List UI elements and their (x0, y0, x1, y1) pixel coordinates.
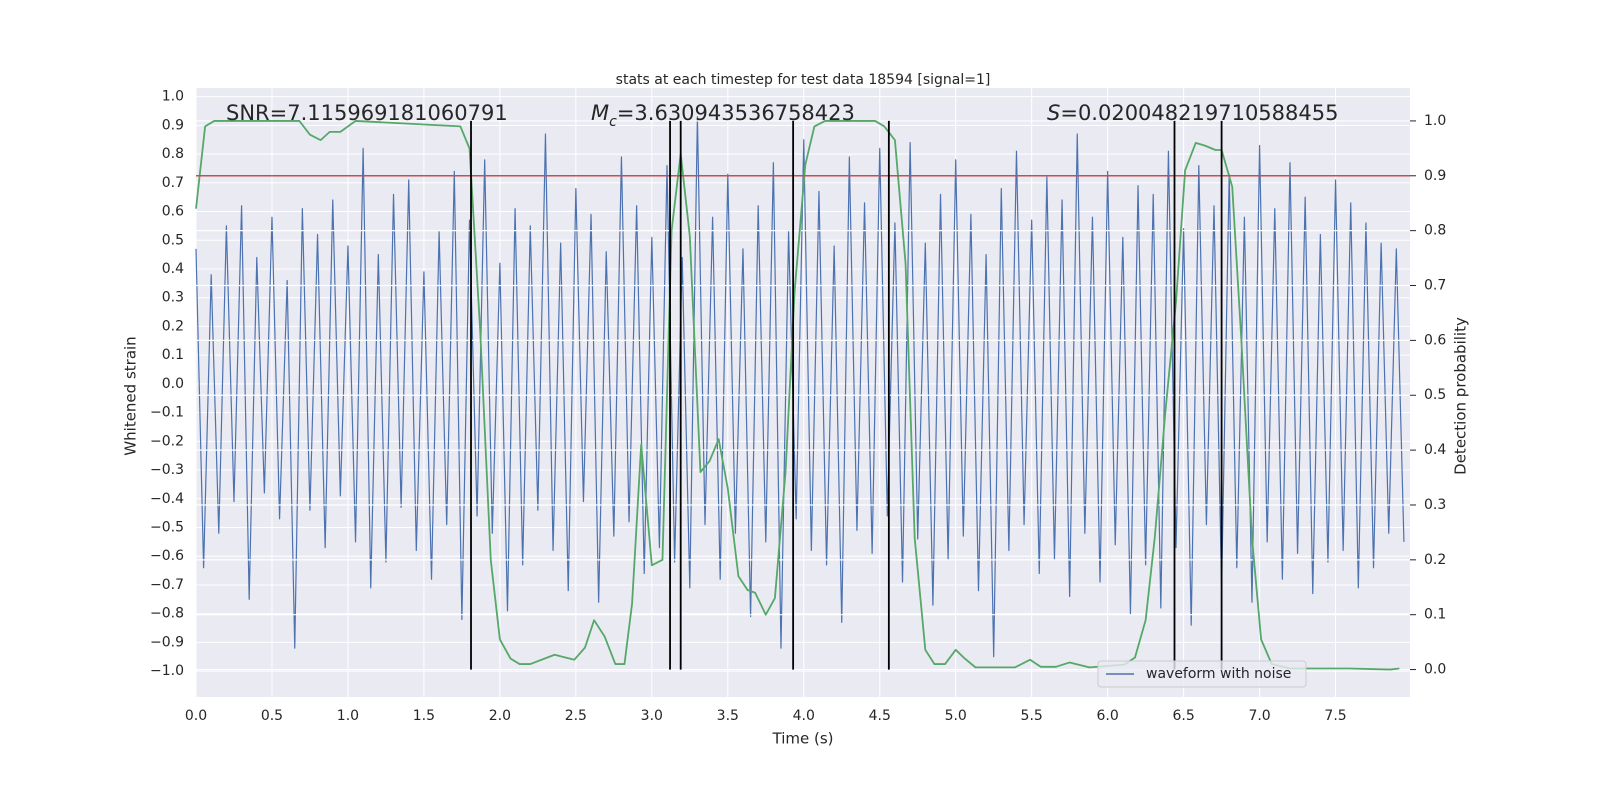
x-tick-label: 1.5 (413, 708, 435, 724)
waveform-layer (195, 116, 1405, 658)
y2-tick-label: 0.7 (1424, 278, 1446, 294)
x-tick-label: 7.0 (1248, 708, 1270, 724)
annotation: Mc=3.630943536758423 (591, 101, 855, 130)
y-tick-label: −0.3 (150, 462, 184, 478)
annotation-symbol: M (591, 101, 609, 125)
y2-tick-label: 0.6 (1424, 332, 1446, 348)
x-tick-label: 2.5 (565, 708, 587, 724)
series-line (195, 116, 1405, 658)
y-tick-label: 0.0 (162, 376, 184, 392)
y-tick-label: 0.3 (162, 290, 184, 306)
overlay-layer: SNR=7.115969181060791 Mc=3.63094353675842… (195, 101, 1410, 688)
y-tick-label: −0.4 (150, 491, 184, 507)
y-tick-label: 0.7 (162, 175, 184, 191)
y-tick-label: −0.5 (150, 520, 184, 536)
y-tick-label: 0.8 (162, 146, 184, 162)
y2-tick-label: 0.1 (1424, 607, 1446, 623)
y2-tick-label: 0.2 (1424, 552, 1446, 568)
x-tick-label: 3.5 (717, 708, 739, 724)
annotation-text: =3.630943536758423 (617, 101, 855, 125)
legend-label: waveform with noise (1146, 666, 1291, 682)
legend-box (1097, 660, 1307, 688)
annotation-text: =0.020048219710588455 (1060, 101, 1338, 125)
x-tick-label: 3.0 (641, 708, 663, 724)
y-tick-label: 0.2 (162, 318, 184, 334)
annotation: S=0.020048219710588455 (1047, 101, 1338, 125)
chart-title: stats at each timestep for test data 185… (616, 72, 991, 88)
y2-tick-label: 0.0 (1424, 662, 1446, 678)
y2-tick-label: 0.4 (1424, 442, 1446, 458)
x-tick-label: 6.5 (1172, 708, 1194, 724)
y-tick-label: −0.7 (150, 577, 184, 593)
x-tick-label: 4.0 (793, 708, 815, 724)
annotation-text: SNR=7.115969181060791 (226, 101, 508, 125)
y-tick-label: 0.4 (162, 261, 184, 277)
x-tick-label: 7.5 (1324, 708, 1346, 724)
annotation-symbol: S (1047, 101, 1060, 125)
x-tick-label: 2.0 (489, 708, 511, 724)
x-axis-label: Time (s) (772, 730, 834, 748)
x-tick-label: 1.0 (337, 708, 359, 724)
y2-tick-label: 1.0 (1424, 113, 1446, 129)
annotation-subscript: c (609, 114, 617, 130)
y-tick-label: −0.2 (150, 433, 184, 449)
x-tick-label: 4.5 (869, 708, 891, 724)
series-line (195, 120, 1400, 671)
y2-tick-label: 0.5 (1424, 387, 1446, 403)
x-tick-label: 0.0 (185, 708, 207, 724)
y-tick-label: −0.8 (150, 606, 184, 622)
y-tick-label: 0.5 (162, 232, 184, 248)
y-tick-label: 0.9 (162, 117, 184, 133)
x-tick-label: 6.0 (1097, 708, 1119, 724)
y-axis-label: Whitened strain (122, 336, 140, 455)
y2-tick-label: 0.8 (1424, 223, 1446, 239)
y-tick-label: 0.6 (162, 204, 184, 220)
y-tick-label: 0.1 (162, 347, 184, 363)
y2-tick-label: 0.9 (1424, 168, 1446, 184)
x-tick-label: 0.5 (261, 708, 283, 724)
y-tick-label: −0.9 (150, 634, 184, 650)
y2-tick-label: 0.3 (1424, 497, 1446, 513)
y-tick-label: −1.0 (150, 663, 184, 679)
annotation: SNR=7.115969181060791 (226, 101, 508, 125)
y-tick-label: −0.1 (150, 405, 184, 421)
y-tick-label: 1.0 (162, 89, 184, 105)
y-tick-label: −0.6 (150, 548, 184, 564)
x-tick-label: 5.5 (1021, 708, 1043, 724)
y2-axis-label: Detection probability (1452, 317, 1470, 475)
x-tick-label: 5.0 (945, 708, 967, 724)
